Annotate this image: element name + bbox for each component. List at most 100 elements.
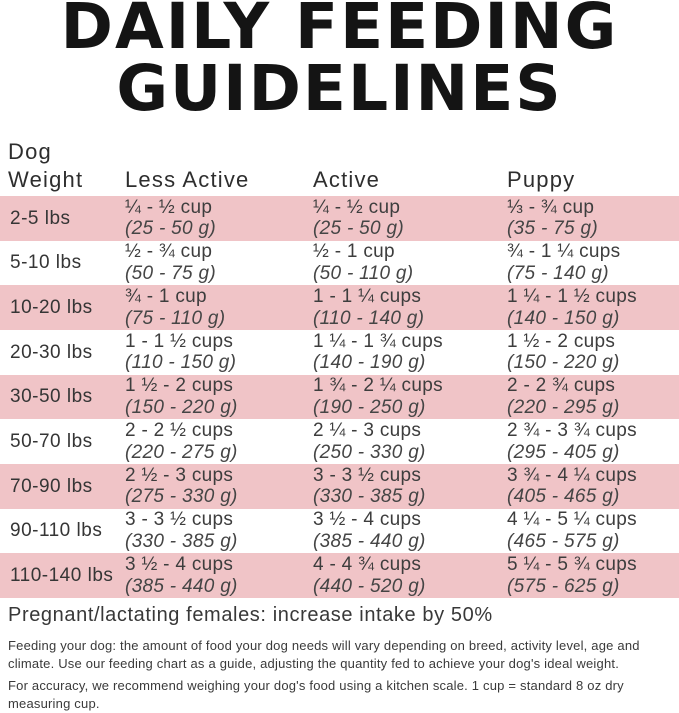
active-cell: 2 ¼ - 3 cups (250 - 330 g) (313, 420, 507, 463)
puppy-cell: 2 ¾ - 3 ¾ cups (295 - 405 g) (507, 420, 679, 463)
less-active-cell: 2 - 2 ½ cups (220 - 275 g) (125, 420, 313, 463)
less-active-grams-range: (150 - 220 g) (125, 396, 238, 418)
less-active-cups-range: ¾ - 1 cup (125, 286, 207, 308)
active-grams-range: (385 - 440 g) (313, 530, 426, 552)
active-grams-range: (140 - 190 g) (313, 352, 426, 374)
table-row: 90-110 lbs 3 - 3 ½ cups (330 - 385 g) 3 … (0, 509, 679, 554)
puppy-cell: 1 ¼ - 1 ½ cups (140 - 150 g) (507, 286, 679, 329)
active-grams-range: (25 - 50 g) (313, 218, 404, 240)
weight-range-cell: 30-50 lbs (10, 386, 93, 408)
active-cups-range: 3 ½ - 4 cups (313, 509, 422, 531)
table-row: 70-90 lbs 2 ½ - 3 cups (275 - 330 g) 3 -… (0, 463, 679, 509)
active-cups-range: 3 - 3 ½ cups (313, 464, 422, 486)
puppy-cell: 3 ¾ - 4 ¼ cups (405 - 465 g) (507, 465, 679, 508)
less-active-cups-range: 1 ½ - 2 cups (125, 375, 234, 397)
feeding-guidance-note: Feeding your dog: the amount of food you… (8, 638, 640, 671)
active-grams-range: (190 - 250 g) (313, 396, 426, 418)
puppy-cups-range: 2 ¾ - 3 ¾ cups (507, 420, 637, 442)
active-grams-range: (330 - 385 g) (313, 486, 426, 508)
puppy-cell: ¾ - 1 ¼ cups (75 - 140 g) (507, 241, 679, 284)
less-active-cell: 1 - 1 ½ cups (110 - 150 g) (125, 331, 313, 374)
active-cups-range: 1 ¼ - 1 ¾ cups (313, 330, 443, 352)
active-cell: 1 - 1 ¼ cups (110 - 140 g) (313, 286, 507, 329)
puppy-cups-range: 2 - 2 ¾ cups (507, 375, 616, 397)
active-cell: ½ - 1 cup (50 - 110 g) (313, 241, 507, 284)
puppy-cups-range: 1 ¼ - 1 ½ cups (507, 286, 637, 308)
feeding-table: 2-5 lbs ¼ - ½ cup (25 - 50 g) ¼ - ½ cup … (0, 196, 679, 598)
puppy-grams-range: (140 - 150 g) (507, 307, 620, 329)
weight-range-cell: 2-5 lbs (10, 207, 71, 229)
less-active-grams-range: (110 - 150 g) (125, 352, 237, 374)
column-header-active: Active (313, 167, 381, 192)
active-grams-range: (50 - 110 g) (313, 262, 414, 284)
puppy-cell: 4 ¼ - 5 ¼ cups (465 - 575 g) (507, 509, 679, 552)
puppy-grams-range: (465 - 575 g) (507, 530, 620, 552)
puppy-grams-range: (405 - 465 g) (507, 486, 620, 508)
weight-range-cell: 110-140 lbs (10, 564, 114, 586)
table-row: 30-50 lbs 1 ½ - 2 cups (150 - 220 g) 1 ¾… (0, 374, 679, 420)
active-grams-range: (440 - 520 g) (313, 575, 426, 597)
puppy-cell: 2 - 2 ¾ cups (220 - 295 g) (507, 375, 679, 418)
less-active-cell: 1 ½ - 2 cups (150 - 220 g) (125, 375, 313, 418)
active-cell: 3 - 3 ½ cups (330 - 385 g) (313, 465, 507, 508)
active-cell: 1 ¼ - 1 ¾ cups (140 - 190 g) (313, 331, 507, 374)
table-row: 10-20 lbs ¾ - 1 cup (75 - 110 g) 1 - 1 ¼… (0, 285, 679, 330)
weight-range-cell: 50-70 lbs (10, 430, 93, 452)
weight-range-cell: 70-90 lbs (10, 475, 93, 497)
table-column-headers: Dog Weight Less Active Active Puppy (0, 136, 679, 194)
less-active-cups-range: 3 - 3 ½ cups (125, 509, 234, 531)
less-active-cell: 3 - 3 ½ cups (330 - 385 g) (125, 509, 313, 552)
less-active-cell: ¼ - ½ cup (25 - 50 g) (125, 197, 313, 240)
less-active-cups-range: 3 ½ - 4 cups (125, 554, 234, 576)
puppy-cups-range: ¾ - 1 ¼ cups (507, 241, 621, 263)
less-active-grams-range: (25 - 50 g) (125, 218, 216, 240)
active-cell: ¼ - ½ cup (25 - 50 g) (313, 197, 507, 240)
pregnant-lactating-note: Pregnant/lactating females: increase int… (8, 604, 493, 626)
table-row: 20-30 lbs 1 - 1 ½ cups (110 - 150 g) 1 ¼… (0, 330, 679, 375)
puppy-cell: 5 ¼ - 5 ¾ cups (575 - 625 g) (507, 554, 679, 597)
less-active-cell: ½ - ¾ cup (50 - 75 g) (125, 241, 313, 284)
less-active-cups-range: ¼ - ½ cup (125, 196, 213, 218)
less-active-grams-range: (220 - 275 g) (125, 441, 238, 463)
active-cups-range: 4 - 4 ¾ cups (313, 554, 422, 576)
less-active-grams-range: (330 - 385 g) (125, 530, 238, 552)
less-active-grams-range: (275 - 330 g) (125, 486, 238, 508)
puppy-grams-range: (75 - 140 g) (507, 262, 609, 284)
column-header-less-active: Less Active (125, 167, 250, 192)
less-active-grams-range: (50 - 75 g) (125, 262, 216, 284)
table-row: 5-10 lbs ½ - ¾ cup (50 - 75 g) ½ - 1 cup… (0, 241, 679, 286)
active-cell: 3 ½ - 4 cups (385 - 440 g) (313, 509, 507, 552)
weight-range-cell: 10-20 lbs (10, 296, 93, 318)
less-active-cups-range: 2 ½ - 3 cups (125, 464, 234, 486)
column-header-dog-weight: Dog Weight (8, 138, 125, 194)
active-cups-range: ½ - 1 cup (313, 241, 395, 263)
measuring-accuracy-note: For accuracy, we recommend weighing your… (8, 678, 624, 711)
puppy-cups-range: 5 ¼ - 5 ¾ cups (507, 554, 637, 576)
puppy-grams-range: (295 - 405 g) (507, 441, 620, 463)
active-cups-range: ¼ - ½ cup (313, 196, 401, 218)
less-active-cups-range: ½ - ¾ cup (125, 241, 213, 263)
less-active-grams-range: (75 - 110 g) (125, 307, 226, 329)
puppy-cell: 1 ½ - 2 cups (150 - 220 g) (507, 331, 679, 374)
weight-range-cell: 20-30 lbs (10, 341, 93, 363)
column-header-dog-weight-line2: Weight (8, 167, 84, 192)
active-cups-range: 2 ¼ - 3 cups (313, 420, 422, 442)
active-cups-range: 1 - 1 ¼ cups (313, 286, 422, 308)
less-active-grams-range: (385 - 440 g) (125, 575, 238, 597)
active-cell: 4 - 4 ¾ cups (440 - 520 g) (313, 554, 507, 597)
puppy-cups-range: 4 ¼ - 5 ¼ cups (507, 509, 637, 531)
weight-range-cell: 90-110 lbs (10, 520, 103, 542)
column-header-puppy: Puppy (507, 167, 576, 192)
puppy-grams-range: (150 - 220 g) (507, 352, 620, 374)
less-active-cell: ¾ - 1 cup (75 - 110 g) (125, 286, 313, 329)
less-active-cups-range: 2 - 2 ½ cups (125, 420, 234, 442)
title-line-1: DAILY FEEDING (60, 0, 619, 63)
puppy-cups-range: 3 ¾ - 4 ¼ cups (507, 464, 637, 486)
column-header-dog-weight-line1: Dog (8, 139, 52, 164)
less-active-cell: 2 ½ - 3 cups (275 - 330 g) (125, 465, 313, 508)
less-active-cups-range: 1 - 1 ½ cups (125, 330, 234, 352)
title-line-2: GUIDELINES (116, 52, 563, 125)
active-cell: 1 ¾ - 2 ¼ cups (190 - 250 g) (313, 375, 507, 418)
page-title: DAILY FEEDING GUIDELINES (0, 0, 679, 120)
table-row: 50-70 lbs 2 - 2 ½ cups (220 - 275 g) 2 ¼… (0, 419, 679, 464)
